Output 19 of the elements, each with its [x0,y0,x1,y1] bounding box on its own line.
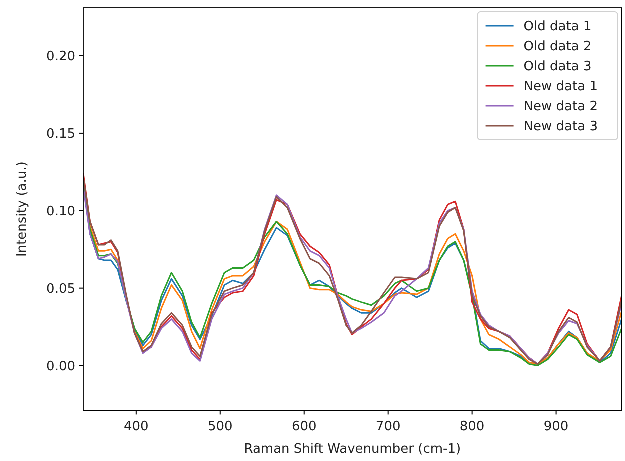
x-tick-label: 600 [292,420,317,435]
legend-label: Old data 2 [524,40,592,55]
y-tick-label: 0.05 [46,282,76,297]
y-tick-label: 0.20 [46,50,76,65]
x-tick-label: 400 [124,420,149,435]
legend-label: New data 3 [524,120,598,135]
legend-label: New data 2 [524,100,598,115]
x-tick-label: 700 [376,420,401,435]
y-tick-label: 0.10 [46,204,76,220]
legend-label: Old data 1 [524,20,592,35]
x-tick-label: 900 [544,420,569,435]
x-tick-label: 500 [208,420,233,435]
y-tick-label: 0.15 [46,127,76,142]
x-tick-label: 800 [460,420,485,435]
y-tick-label: 0.00 [46,359,76,374]
legend-label: Old data 3 [524,60,592,75]
x-axis-title: Raman Shift Wavenumber (cm-1) [244,442,462,457]
y-axis-title: Intensity (a.u.) [15,162,30,258]
legend-label: New data 1 [524,80,598,95]
